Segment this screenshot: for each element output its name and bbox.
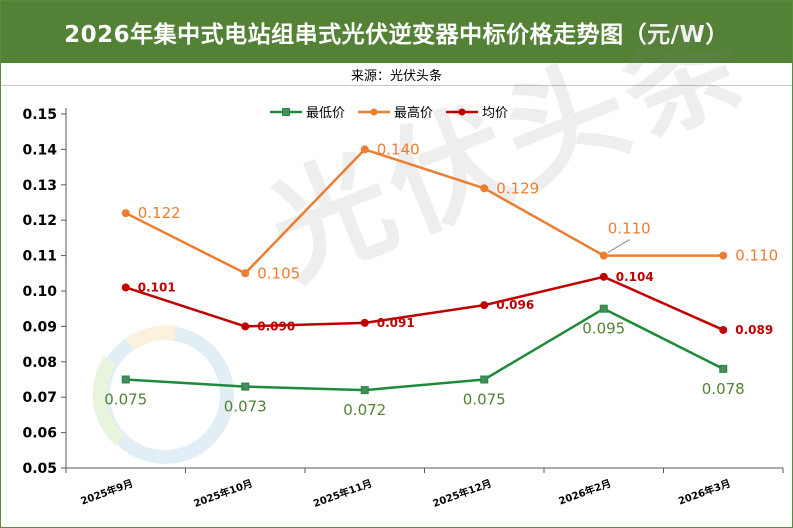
series-line-avg <box>125 275 724 332</box>
data-label-min: 0.075 <box>104 391 147 409</box>
y-tick-label: 0.09 <box>22 319 57 335</box>
data-label-avg: 0.091 <box>377 316 415 330</box>
x-tick-label: 2025年12月 <box>431 477 493 510</box>
label-leader-line <box>607 239 631 254</box>
data-label-min: 0.078 <box>702 380 745 398</box>
y-tick-label: 0.11 <box>22 249 57 265</box>
legend-label-min: 最低价 <box>306 106 345 121</box>
point-max <box>599 251 608 260</box>
x-tick-label: 2026年2月 <box>557 477 613 508</box>
watermark-logo-icon <box>92 325 234 464</box>
chart-title: 2026年集中式电站组串式光伏逆变器中标价格走势图（元/W） <box>1 1 792 63</box>
legend-marker-min <box>282 108 290 116</box>
point-max <box>241 269 250 278</box>
legend-marker-max <box>370 108 378 116</box>
data-label-avg: 0.101 <box>138 280 176 294</box>
y-tick-label: 0.08 <box>22 355 57 371</box>
point-avg <box>121 283 130 292</box>
y-tick-label: 0.14 <box>22 142 57 158</box>
point-min <box>360 386 369 395</box>
series-line-max <box>125 148 724 275</box>
y-tick-label: 0.05 <box>22 461 57 477</box>
legend-label-avg: 均价 <box>482 106 508 121</box>
legend-marker-avg <box>458 108 466 116</box>
x-tick-label: 2025年10月 <box>192 477 254 510</box>
data-label-max: 0.110 <box>608 220 651 238</box>
x-tick-label: 2025年11月 <box>311 477 373 510</box>
y-tick-label: 0.15 <box>22 107 57 123</box>
point-min <box>121 375 130 384</box>
y-tick-label: 0.13 <box>22 178 57 194</box>
x-tick-label: 2026年3月 <box>676 477 732 508</box>
data-label-max: 0.129 <box>496 179 539 197</box>
point-max <box>360 145 369 154</box>
point-max <box>719 251 728 260</box>
y-tick-label: 0.10 <box>22 284 57 300</box>
data-label-avg: 0.096 <box>496 298 534 312</box>
data-label-max: 0.105 <box>257 264 300 282</box>
point-min <box>480 375 489 384</box>
data-label-avg: 0.090 <box>257 319 295 333</box>
x-tick-label: 2025年9月 <box>79 477 135 508</box>
chart-source: 来源：光伏头条 <box>1 63 792 86</box>
point-avg <box>241 322 250 331</box>
data-label-min: 0.075 <box>463 391 506 409</box>
y-tick-label: 0.06 <box>22 426 57 442</box>
point-max <box>480 184 489 193</box>
y-tick-label: 0.12 <box>22 213 57 229</box>
point-avg <box>599 272 608 281</box>
point-avg <box>360 318 369 327</box>
y-tick-label: 0.07 <box>22 390 57 406</box>
legend-label-max: 最高价 <box>394 105 433 121</box>
point-max <box>121 209 130 218</box>
data-label-max: 0.140 <box>377 140 420 158</box>
data-label-max: 0.110 <box>735 247 778 265</box>
point-avg <box>480 301 489 310</box>
data-label-min: 0.072 <box>343 401 386 419</box>
point-avg <box>719 325 728 334</box>
point-min <box>719 364 728 373</box>
data-label-min: 0.095 <box>582 320 625 338</box>
data-label-avg: 0.104 <box>616 270 654 284</box>
data-label-avg: 0.089 <box>735 323 773 337</box>
data-label-min: 0.073 <box>224 398 267 416</box>
point-min <box>599 304 608 313</box>
point-min <box>241 382 250 391</box>
series-line-min <box>125 307 724 392</box>
data-label-max: 0.122 <box>138 204 181 222</box>
